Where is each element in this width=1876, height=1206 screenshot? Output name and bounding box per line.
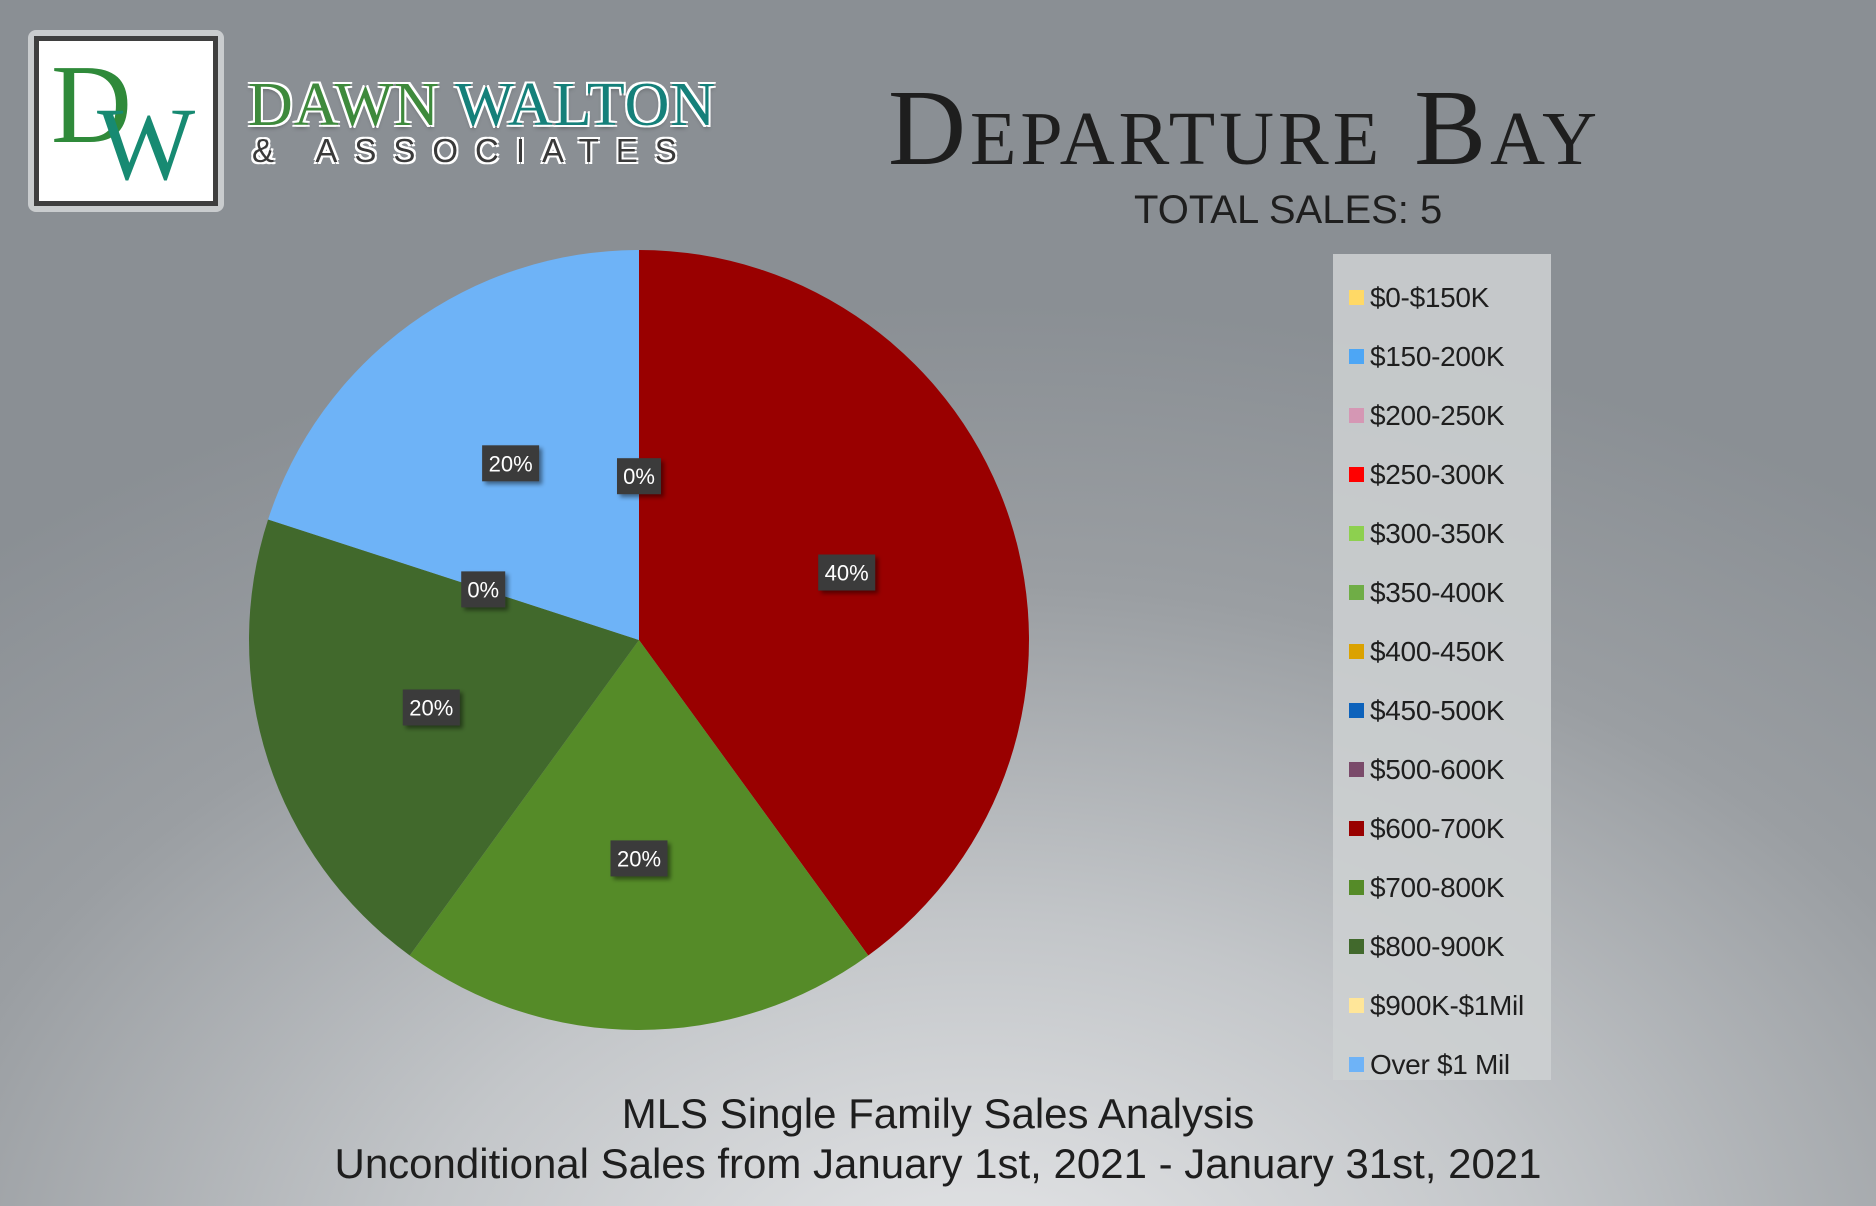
legend-swatch	[1349, 880, 1364, 895]
data-label-text: 20%	[409, 695, 453, 720]
legend-item-500-600k: $500-600K	[1333, 740, 1551, 799]
legend-item-300-350k: $300-350K	[1333, 504, 1551, 563]
legend-item-over-1-mil: Over $1 Mil	[1333, 1035, 1551, 1094]
legend-label: $0-$150K	[1370, 281, 1490, 313]
data-label-box	[610, 840, 668, 877]
data-label-text: 20%	[489, 451, 533, 476]
legend-swatch	[1349, 585, 1364, 600]
legend-item-350-400k: $350-400K	[1333, 563, 1551, 622]
data-label-box	[461, 571, 506, 608]
legend-label: $900K-$1Mil	[1370, 989, 1524, 1021]
chart-title: Departure Bay	[888, 69, 1601, 188]
legend-swatch	[1349, 408, 1364, 423]
data-label-box	[818, 554, 876, 591]
legend-label: $500-600K	[1370, 753, 1505, 785]
legend-swatch	[1349, 1057, 1364, 1072]
legend-swatch	[1349, 821, 1364, 836]
data-label-box	[402, 689, 460, 726]
legend-swatch	[1349, 644, 1364, 659]
data-label-600-700k: 40%	[818, 554, 876, 591]
pie-slice-over-1-mil	[268, 250, 639, 640]
legend-item-150-200k: $150-200K	[1333, 327, 1551, 386]
legend-label: $450-500K	[1370, 694, 1505, 726]
data-label-800-900k: 20%	[402, 689, 460, 726]
legend-label: $800-900K	[1370, 930, 1505, 962]
legend-item-600-700k: $600-700K	[1333, 799, 1551, 858]
data-label-700-800k: 20%	[610, 840, 668, 877]
data-label-500-600k: 0%	[617, 458, 661, 495]
total-sales: TOTAL SALES: 5	[1134, 188, 1443, 232]
data-label-over-1-mil: 20%	[482, 445, 540, 482]
data-label-text: 20%	[617, 846, 661, 871]
legend-item-700-800k: $700-800K	[1333, 858, 1551, 917]
legend-item-450-500k: $450-500K	[1333, 681, 1551, 740]
data-label-text: 0%	[467, 577, 499, 602]
data-label-900k-1mil: 0%	[461, 571, 506, 608]
legend-label: Over $1 Mil	[1370, 1048, 1510, 1080]
chart-legend: $0-$150K $150-200K $200-250K $250-300K $300-…	[1333, 254, 1551, 1080]
legend-swatch	[1349, 703, 1364, 718]
legend-swatch	[1349, 290, 1364, 305]
data-label-box	[617, 458, 661, 495]
pie-data-labels: 0% 40% 20% 20% 0% 20%	[402, 445, 876, 877]
legend-label: $150-200K	[1370, 340, 1505, 372]
pie-slice-700-800k	[409, 640, 869, 1030]
data-label-text: 40%	[825, 561, 869, 586]
legend-swatch	[1349, 526, 1364, 541]
pie-slice-600-700k	[639, 250, 1029, 956]
brand-logo-frame: D W	[34, 36, 218, 206]
legend-label: $300-350K	[1370, 517, 1505, 549]
logo-letter-d: D	[51, 43, 132, 167]
legend-label: $700-800K	[1370, 871, 1505, 903]
legend-swatch	[1349, 939, 1364, 954]
data-label-text: 0%	[623, 464, 655, 489]
brand-logo: D W	[28, 30, 224, 212]
legend-label: $400-450K	[1370, 635, 1505, 667]
legend-item-800-900k: $800-900K	[1333, 917, 1551, 976]
legend-swatch	[1349, 998, 1364, 1013]
footer-title: MLS Single Family Sales Analysis	[621, 1090, 1255, 1137]
legend-item-250-300k: $250-300K	[1333, 445, 1551, 504]
legend-item-400-450k: $400-450K	[1333, 622, 1551, 681]
legend-item-900k-1mil: $900K-$1Mil	[1333, 976, 1551, 1035]
brand-name-last: WALTON	[455, 71, 717, 139]
brand-name: DAWN WALTON	[248, 70, 716, 141]
legend-item-0-150k: $0-$150K	[1333, 268, 1551, 327]
legend-label: $250-300K	[1370, 458, 1505, 490]
legend-label: $350-400K	[1370, 576, 1505, 608]
pie-slice-800-900k	[249, 519, 639, 956]
legend-swatch	[1349, 762, 1364, 777]
legend-item-200-250k: $200-250K	[1333, 386, 1551, 445]
legend-swatch	[1349, 467, 1364, 482]
legend-label: $200-250K	[1370, 399, 1505, 431]
legend-swatch	[1349, 349, 1364, 364]
brand-subtitle: & ASSOCIATES	[252, 132, 694, 169]
logo-letter-w: W	[97, 87, 196, 202]
pie-slices	[249, 250, 1029, 1030]
legend-label: $600-700K	[1370, 812, 1505, 844]
footer-date-range: Unconditional Sales from January 1st, 20…	[334, 1140, 1542, 1187]
data-label-box	[482, 445, 540, 482]
brand-name-first: DAWN	[248, 71, 440, 139]
